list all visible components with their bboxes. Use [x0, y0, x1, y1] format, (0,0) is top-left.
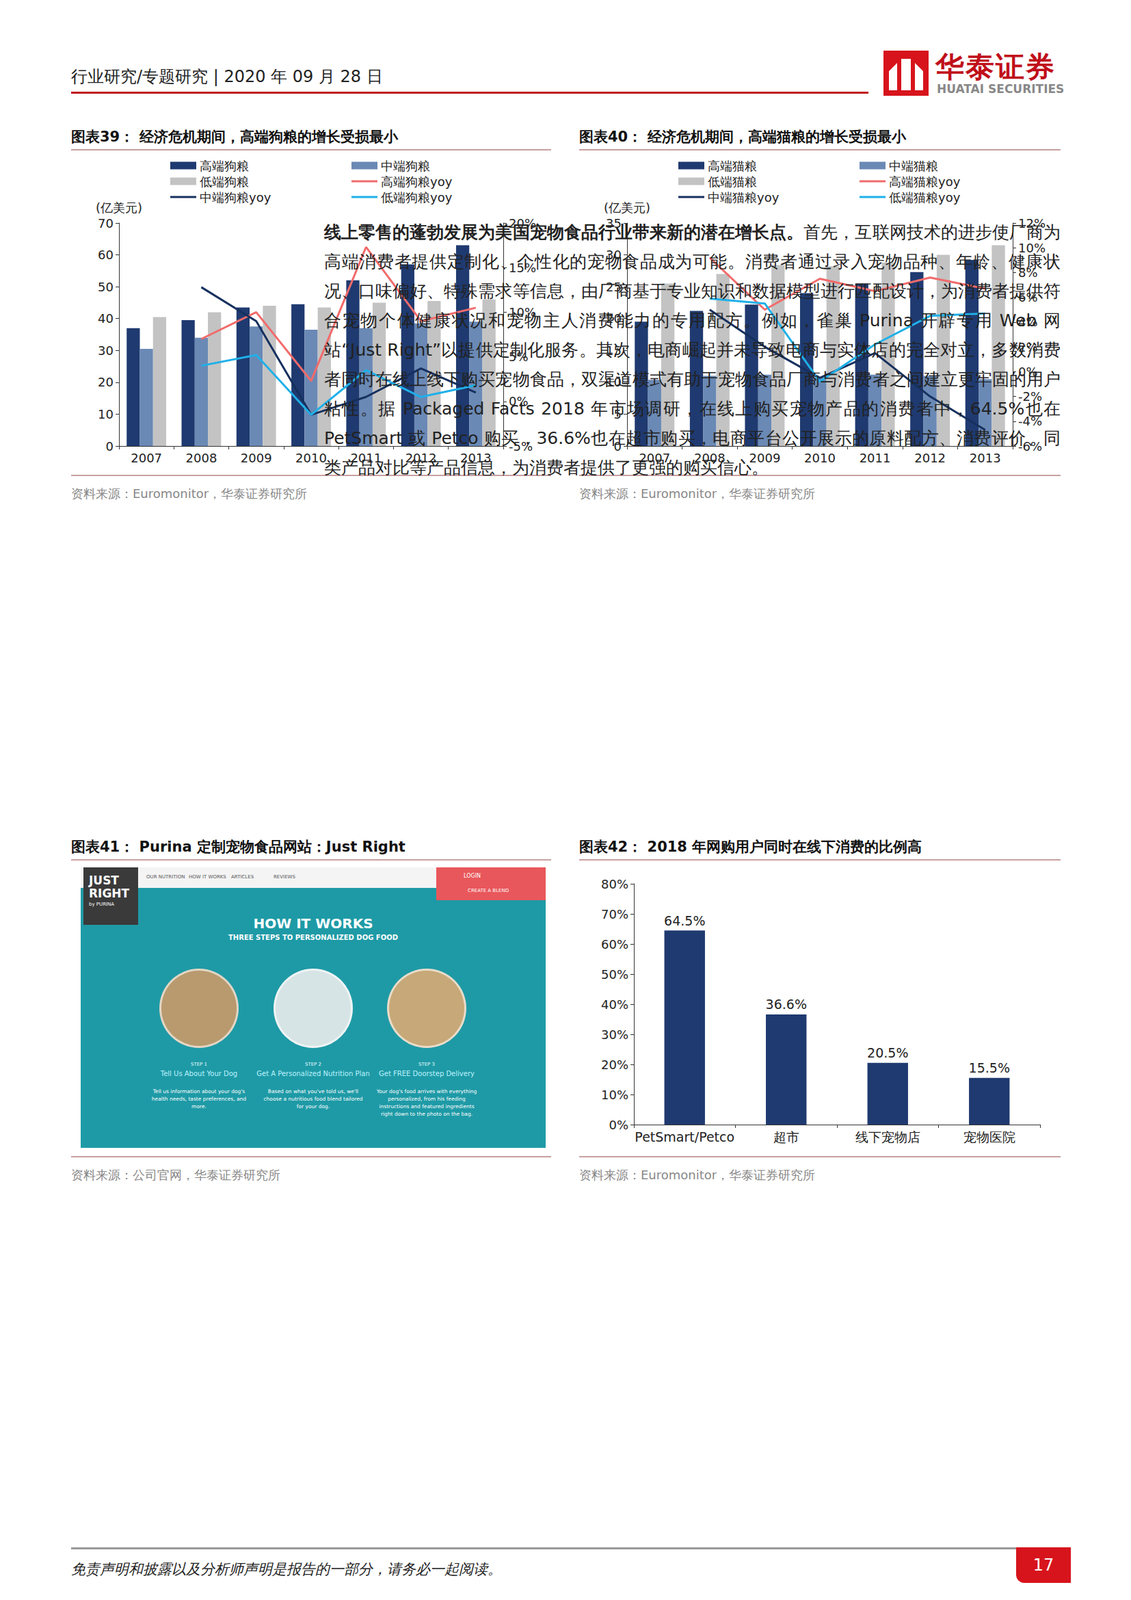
svg-text:宠物医院: 宠物医院: [963, 1128, 1016, 1144]
svg-text:60%: 60%: [601, 936, 629, 952]
svg-text:低端狗粮yoy: 低端狗粮yoy: [380, 190, 453, 205]
svg-text:高端猫粮: 高端猫粮: [707, 158, 757, 174]
svg-text:高端狗粮: 高端狗粮: [199, 158, 249, 174]
svg-text:2007: 2007: [130, 450, 163, 465]
svg-text:中端猫粮yoy: 中端猫粮yoy: [707, 190, 780, 205]
svg-text:50%: 50%: [601, 966, 629, 982]
svg-text:20: 20: [97, 374, 114, 390]
svg-text:60: 60: [97, 247, 114, 262]
svg-text:2013: 2013: [969, 450, 1002, 465]
svg-text:2009: 2009: [240, 450, 273, 465]
svg-text:80%: 80%: [601, 876, 629, 891]
svg-text:30%: 30%: [601, 1027, 629, 1042]
svg-text:2011: 2011: [859, 450, 891, 465]
svg-text:50: 50: [97, 279, 114, 295]
svg-text:0%: 0%: [608, 1117, 629, 1132]
svg-text:10: 10: [97, 406, 114, 422]
svg-text:2008: 2008: [185, 450, 218, 465]
svg-text:20%: 20%: [601, 1057, 629, 1072]
svg-text:70: 70: [97, 216, 114, 231]
svg-text:40: 40: [97, 311, 114, 326]
svg-text:PetSmart/Petco: PetSmart/Petco: [634, 1128, 735, 1144]
svg-text:70%: 70%: [601, 906, 629, 922]
svg-text:2010: 2010: [804, 450, 836, 465]
svg-text:15.5%: 15.5%: [968, 1059, 1010, 1075]
svg-text:30: 30: [97, 343, 114, 358]
svg-text:低端狗粮: 低端狗粮: [199, 174, 249, 189]
svg-text:低端猫粮yoy: 低端猫粮yoy: [888, 190, 961, 205]
svg-text:0: 0: [105, 438, 114, 454]
svg-text:中端狗粮yoy: 中端狗粮yoy: [199, 190, 272, 205]
svg-text:36.6%: 36.6%: [765, 996, 807, 1012]
svg-text:10%: 10%: [601, 1087, 629, 1102]
svg-text:中端狗粮: 中端狗粮: [380, 158, 431, 174]
svg-text:线下宠物店: 线下宠物店: [855, 1128, 921, 1144]
svg-text:(亿美元): (亿美元): [603, 200, 651, 215]
svg-text:40%: 40%: [601, 996, 629, 1012]
svg-text:2010: 2010: [295, 450, 327, 465]
svg-text:中端猫粮: 中端猫粮: [888, 158, 939, 174]
svg-text:2012: 2012: [914, 450, 946, 465]
svg-text:低端猫粮: 低端猫粮: [707, 174, 757, 189]
svg-text:20.5%: 20.5%: [867, 1044, 909, 1060]
svg-text:64.5%: 64.5%: [663, 912, 705, 928]
svg-text:高端狗粮yoy: 高端狗粮yoy: [380, 174, 453, 189]
svg-text:高端猫粮yoy: 高端猫粮yoy: [888, 174, 961, 189]
svg-text:(亿美元): (亿美元): [95, 200, 143, 215]
svg-text:超市: 超市: [773, 1128, 800, 1144]
